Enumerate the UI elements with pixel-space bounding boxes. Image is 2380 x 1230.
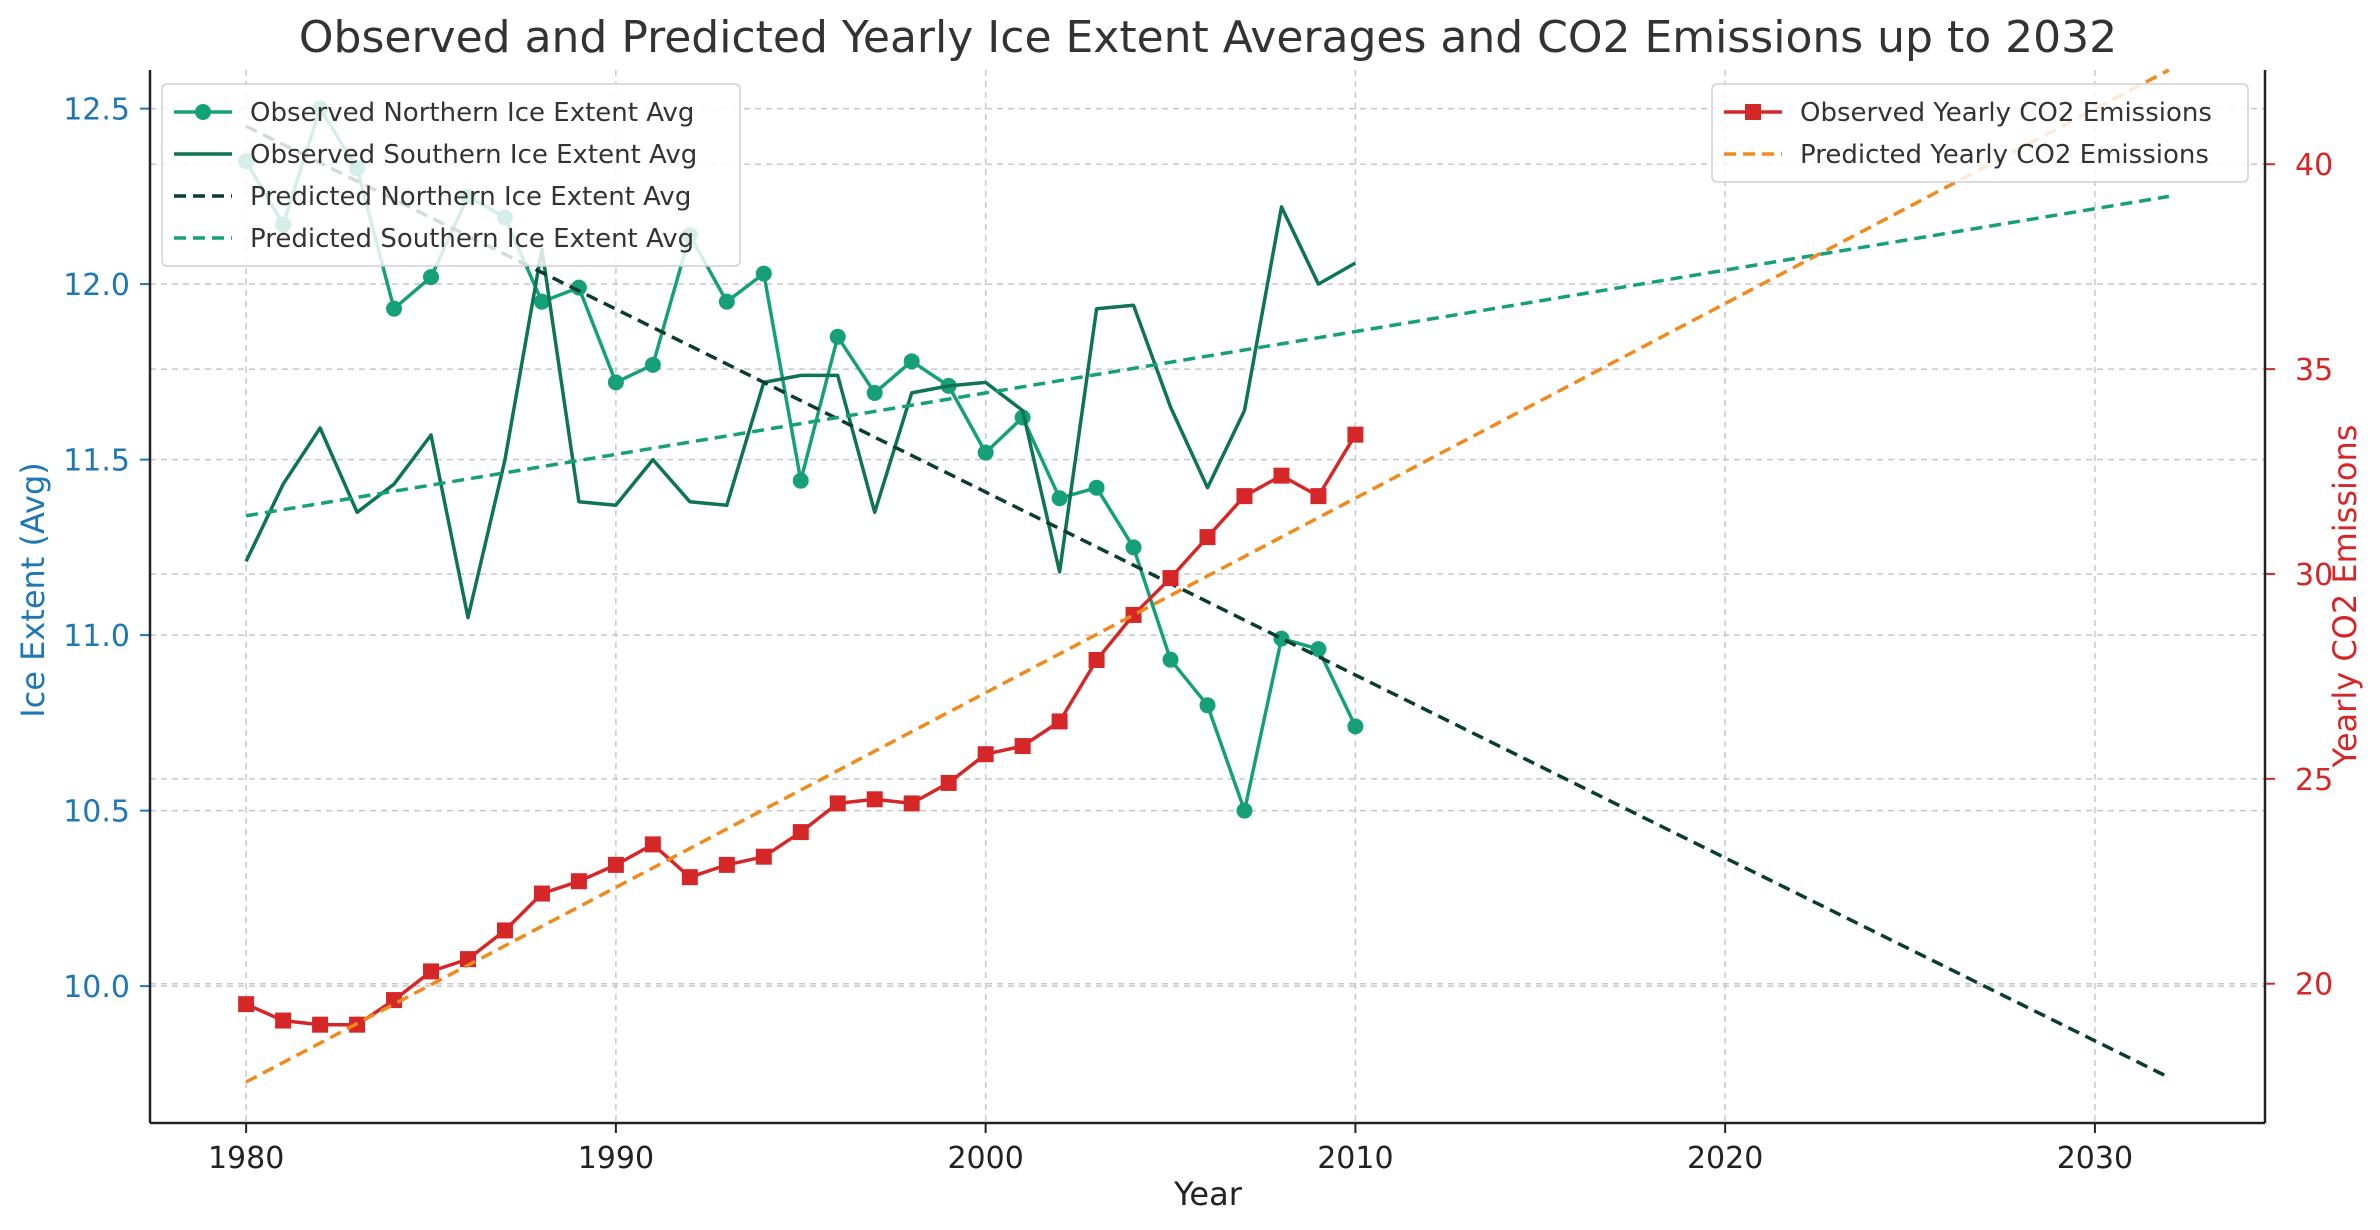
observed-northern-ice-extent-avg-point — [1162, 651, 1179, 668]
y-left-tick-label: 11.0 — [63, 619, 130, 654]
y-right-tick-label: 30 — [2295, 558, 2333, 593]
observed-northern-ice-extent-avg-point — [903, 353, 920, 370]
observed-northern-ice-extent-avg-point — [977, 444, 994, 461]
observed-northern-ice-extent-avg-point — [792, 472, 809, 489]
y-axis-right-label: Yearly CO2 Emissions — [2326, 425, 2364, 769]
observed-northern-ice-extent-avg-point — [570, 279, 587, 296]
observed-northern-ice-extent-avg-point — [1088, 479, 1105, 496]
observed-yearly-co2-emissions-point — [681, 869, 698, 886]
observed-yearly-co2-emissions-point — [792, 824, 809, 841]
x-tick-label: 1980 — [208, 1141, 284, 1176]
y-right-tick-label: 25 — [2295, 763, 2333, 798]
x-tick-label: 2020 — [1687, 1141, 1763, 1176]
observed-yearly-co2-emissions-point — [275, 1012, 292, 1029]
right-axis-series — [238, 68, 2170, 1084]
observed-yearly-co2-emissions-point — [1125, 606, 1142, 623]
observed-yearly-co2-emissions-point — [1273, 467, 1290, 484]
observed-yearly-co2-emissions-point — [1236, 488, 1253, 505]
observed-northern-ice-extent-avg-point — [1199, 697, 1216, 714]
observed-yearly-co2-emissions-point — [312, 1016, 329, 1033]
y-left-tick-label: 10.0 — [63, 970, 130, 1005]
predicted-southern-ice-extent-avg-line — [245, 194, 2170, 518]
observed-yearly-co2-emissions-point — [496, 922, 513, 939]
x-tick-label: 2010 — [1317, 1141, 1393, 1176]
y-left-tick-label: 11.5 — [63, 444, 130, 479]
observed-yearly-co2-emissions-point — [866, 791, 883, 808]
observed-southern-ice-extent-avg-line — [244, 205, 1357, 620]
legend-frame — [1711, 83, 2249, 183]
observed-northern-ice-extent-avg-point — [644, 356, 661, 373]
legend-left: Observed Northern Ice Extent Avg Observed… — [161, 83, 741, 267]
y-left-tick-label: 10.5 — [63, 795, 130, 830]
legend-label-predicted-yearly-co2-emissions: Predicted Yearly CO2 Emissions — [1800, 140, 2209, 170]
observed-northern-ice-extent-avg-point — [829, 328, 846, 345]
legend-label-observed-yearly-co2-emissions: Observed Yearly CO2 Emissions — [1800, 98, 2212, 128]
legend-marker-observed-yearly-co2-emissions — [1745, 104, 1761, 120]
y-left-tick-label: 12.0 — [63, 268, 130, 303]
y-right-tick-label: 20 — [2295, 968, 2333, 1003]
observed-northern-ice-extent-avg-point — [755, 265, 772, 282]
observed-yearly-co2-emissions-point — [1310, 488, 1327, 505]
observed-northern-ice-extent-avg-point — [386, 300, 403, 317]
observed-yearly-co2-emissions-point — [977, 746, 994, 763]
x-axis-label: Year — [1173, 1175, 1243, 1213]
observed-yearly-co2-emissions-point — [1199, 529, 1216, 546]
chart-title: Observed and Predicted Yearly Ice Extent… — [299, 12, 2117, 63]
observed-northern-ice-extent-avg-point — [1236, 802, 1253, 819]
observed-northern-ice-extent-avg-point — [533, 293, 550, 310]
observed-yearly-co2-emissions-point — [1162, 570, 1179, 587]
observed-yearly-co2-emissions-point — [1088, 652, 1105, 669]
observed-yearly-co2-emissions-point — [238, 996, 255, 1013]
observed-yearly-co2-emissions-point — [533, 885, 550, 902]
y-right-tick-label: 40 — [2295, 148, 2333, 183]
legend-frame — [161, 83, 741, 267]
legend-marker-observed-northern-ice-extent-avg — [195, 104, 211, 120]
legend-label-predicted-northern-ice-extent-avg: Predicted Northern Ice Extent Avg — [250, 182, 691, 212]
y-axis-left-label: Ice Extent (Avg) — [14, 462, 52, 718]
observed-northern-ice-extent-avg-point — [718, 293, 735, 310]
observed-yearly-co2-emissions-point — [1051, 713, 1068, 730]
observed-yearly-co2-emissions-point — [1014, 738, 1031, 755]
legend-right: Observed Yearly CO2 Emissions Predicted Y… — [1711, 83, 2249, 183]
observed-yearly-co2-emissions-point — [940, 774, 957, 791]
observed-yearly-co2-emissions-point — [570, 873, 587, 890]
observed-yearly-co2-emissions-point — [607, 856, 624, 873]
observed-northern-ice-extent-avg-point — [423, 269, 440, 286]
observed-yearly-co2-emissions-point — [718, 856, 735, 873]
observed-yearly-co2-emissions-point — [903, 795, 920, 812]
observed-yearly-co2-emissions-point — [829, 795, 846, 812]
observed-yearly-co2-emissions-point — [755, 848, 772, 865]
predicted-northern-ice-extent-avg-line — [245, 124, 2170, 1079]
observed-yearly-co2-emissions-point — [1347, 426, 1364, 443]
x-tick-label: 1990 — [578, 1141, 654, 1176]
legend-label-observed-northern-ice-extent-avg: Observed Northern Ice Extent Avg — [250, 98, 694, 128]
axes — [140, 70, 2275, 1133]
observed-northern-ice-extent-avg-point — [1273, 630, 1290, 647]
observed-northern-ice-extent-avg-point — [607, 374, 624, 391]
observed-yearly-co2-emissions-point — [423, 963, 440, 980]
observed-northern-ice-extent-avg-point — [1125, 539, 1142, 556]
observed-northern-ice-extent-avg-point — [866, 384, 883, 401]
x-tick-label: 2000 — [947, 1141, 1023, 1176]
left-axis-series — [238, 100, 2170, 1079]
observed-northern-ice-extent-avg-point — [1347, 718, 1364, 735]
legend-label-observed-southern-ice-extent-avg: Observed Southern Ice Extent Avg — [250, 140, 697, 170]
x-tick-label: 2030 — [2057, 1141, 2133, 1176]
observed-yearly-co2-emissions-point — [386, 992, 403, 1009]
legend-label-predicted-southern-ice-extent-avg: Predicted Southern Ice Extent Avg — [250, 224, 694, 254]
observed-northern-ice-extent-avg-point — [1310, 641, 1327, 658]
tick-labels: 1980 1990 2000 2010 2020 203010.010.511.011.5… — [63, 93, 2333, 1176]
predicted-yearly-co2-emissions-line — [245, 68, 2170, 1084]
observed-yearly-co2-emissions-point — [644, 836, 661, 853]
observed-northern-ice-extent-avg-point — [1051, 490, 1068, 507]
y-right-tick-label: 35 — [2295, 353, 2333, 388]
y-left-tick-label: 12.5 — [63, 93, 130, 128]
